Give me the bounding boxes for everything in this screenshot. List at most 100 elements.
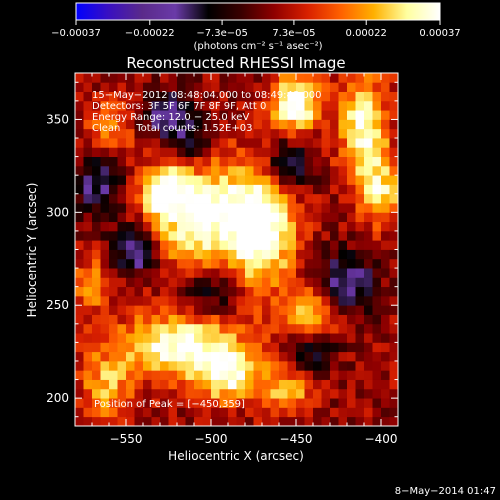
heatmap-cell xyxy=(117,416,127,426)
heatmap-cell xyxy=(100,165,110,176)
heatmap-cell xyxy=(236,147,246,158)
heatmap-cell xyxy=(109,379,118,390)
heatmap-cell xyxy=(321,314,331,325)
heatmap-cell xyxy=(279,203,288,213)
heatmap-cell xyxy=(211,333,220,343)
heatmap-cell xyxy=(185,138,195,148)
heatmap-cell xyxy=(177,212,186,223)
heatmap-cell xyxy=(109,323,118,334)
heatmap-cell xyxy=(355,212,365,223)
heatmap-cell xyxy=(211,388,220,399)
heatmap-cell xyxy=(347,342,356,353)
heatmap-cell xyxy=(177,258,186,269)
heatmap-cell xyxy=(185,147,195,158)
heatmap-cell xyxy=(338,286,348,297)
heatmap-cell xyxy=(228,370,237,380)
heatmap-cell xyxy=(330,379,339,390)
heatmap-cell xyxy=(211,128,220,139)
heatmap-cell xyxy=(134,323,144,334)
heatmap-cell xyxy=(270,91,280,102)
heatmap-cell xyxy=(321,351,331,362)
heatmap-cell xyxy=(83,82,93,92)
heatmap-cell xyxy=(287,193,297,204)
heatmap-cell xyxy=(287,388,297,399)
heatmap-cell xyxy=(75,398,84,408)
heatmap-cell xyxy=(185,156,195,167)
heatmap-cell xyxy=(262,342,271,353)
heatmap-cell xyxy=(219,156,229,167)
heatmap-cell xyxy=(253,91,263,102)
heatmap-cell xyxy=(228,333,237,343)
heatmap-cell xyxy=(389,249,398,260)
heatmap-cell xyxy=(185,91,195,102)
heatmap-cell xyxy=(236,119,246,130)
heatmap-cell xyxy=(304,240,314,250)
heatmap-cell xyxy=(126,156,135,167)
heatmap-cell xyxy=(100,249,110,260)
heatmap-cell xyxy=(134,147,144,158)
heatmap-cell xyxy=(177,249,186,260)
heatmap-cell xyxy=(117,295,127,306)
heatmap-cell xyxy=(389,407,398,418)
heatmap-cell xyxy=(100,175,110,185)
heatmap-cell xyxy=(83,249,93,260)
heatmap-cell xyxy=(92,342,101,353)
heatmap-cell xyxy=(168,258,178,269)
heatmap-cell xyxy=(177,82,186,92)
heatmap-cell xyxy=(347,333,356,343)
heatmap-cell xyxy=(253,258,263,269)
heatmap-cell xyxy=(270,295,280,306)
heatmap-cell xyxy=(202,128,212,139)
heatmap-cell xyxy=(364,100,373,111)
heatmap-cell xyxy=(185,82,195,92)
heatmap-cell xyxy=(100,212,110,223)
heatmap-cell xyxy=(338,249,348,260)
heatmap-cell xyxy=(194,212,203,223)
heatmap-cell xyxy=(330,230,339,241)
heatmap-cell xyxy=(287,342,297,353)
heatmap-cell xyxy=(168,398,178,408)
heatmap-cell xyxy=(330,165,339,176)
heatmap-cell xyxy=(151,193,161,204)
heatmap-cell xyxy=(245,138,254,148)
heatmap-cell xyxy=(236,73,246,83)
heatmap-cell xyxy=(219,258,229,269)
heatmap-cell xyxy=(270,323,280,334)
heatmap-cell xyxy=(219,221,229,232)
heatmap-cell xyxy=(100,323,110,334)
heatmap-cell xyxy=(338,407,348,418)
heatmap-cell xyxy=(219,388,229,399)
heatmap-cell xyxy=(313,128,322,139)
heatmap-cell xyxy=(160,295,169,306)
heatmap-cell xyxy=(194,203,203,213)
heatmap-cell xyxy=(83,314,93,325)
heatmap-cell xyxy=(109,398,118,408)
heatmap-cell xyxy=(381,258,390,269)
x-axis-label: Heliocentric X (arcsec) xyxy=(168,449,304,463)
heatmap-cell xyxy=(211,156,220,167)
heatmap-cell xyxy=(304,82,314,92)
heatmap-cell xyxy=(347,360,356,371)
heatmap-cell xyxy=(338,110,348,120)
heatmap-cell xyxy=(287,240,297,250)
heatmap-cell xyxy=(279,323,288,334)
heatmap-cell xyxy=(143,212,152,223)
heatmap-cell xyxy=(117,268,127,278)
heatmap-cell xyxy=(355,119,365,130)
heatmap-cell xyxy=(304,370,314,380)
heatmap-cell xyxy=(143,156,152,167)
heatmap-cell xyxy=(75,165,84,176)
heatmap-cell xyxy=(304,221,314,232)
heatmap-cell xyxy=(117,110,127,120)
heatmap-cell xyxy=(270,388,280,399)
heatmap-cell xyxy=(279,286,288,297)
heatmap-cell xyxy=(236,407,246,418)
heatmap-cell xyxy=(143,193,152,204)
heatmap-cell xyxy=(236,156,246,167)
heatmap-cell xyxy=(151,286,161,297)
heatmap-cell xyxy=(389,286,398,297)
heatmap-cell xyxy=(177,110,186,120)
heatmap-cell xyxy=(185,119,195,130)
heatmap-cell xyxy=(228,379,237,390)
heatmap-cell xyxy=(194,258,203,269)
